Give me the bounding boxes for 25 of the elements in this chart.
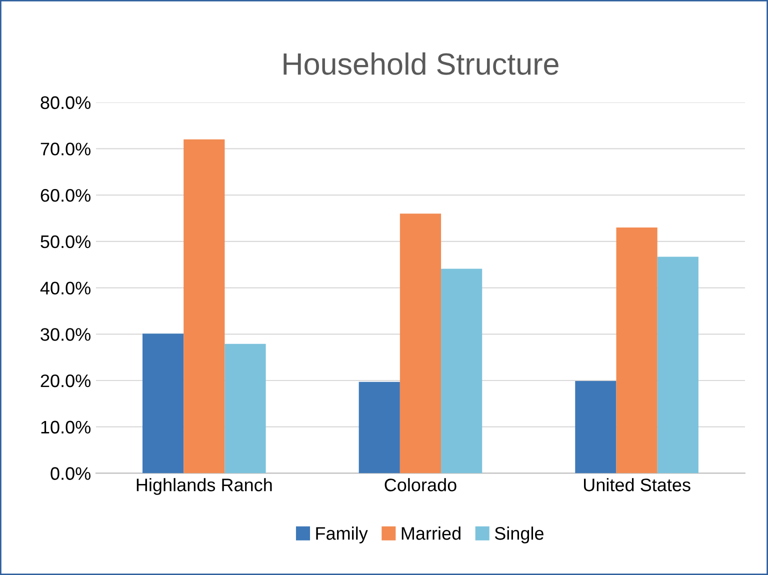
y-tick-label: 80.0% — [40, 96, 90, 110]
bar — [575, 380, 616, 474]
y-tick-label: 60.0% — [40, 189, 90, 202]
x-tick-label: Highlands Ranch — [136, 478, 272, 495]
y-tick-label: 50.0% — [40, 235, 90, 248]
bar — [224, 344, 266, 474]
y-tick-label: 30.0% — [40, 328, 90, 341]
legend-label: Family — [316, 526, 368, 544]
x-tick-label: United States — [584, 478, 690, 492]
y-tick-label: 20.0% — [40, 374, 90, 388]
x-tick-label: Colorado — [384, 478, 456, 492]
chart-title: Household Structure — [284, 52, 558, 75]
bar — [616, 228, 658, 474]
bar — [358, 382, 400, 474]
y-tick-label: 40.0% — [40, 282, 90, 295]
bar — [657, 256, 698, 474]
legend-label: Single — [494, 526, 544, 544]
bar — [441, 268, 482, 474]
y-tick-label: 0.0% — [50, 467, 90, 480]
y-tick-label: 10.0% — [41, 420, 90, 434]
bar — [142, 334, 184, 474]
y-tick-label: 70.0% — [40, 142, 90, 156]
legend-label: Married — [402, 526, 460, 540]
bar — [400, 214, 442, 474]
bar — [184, 139, 225, 474]
